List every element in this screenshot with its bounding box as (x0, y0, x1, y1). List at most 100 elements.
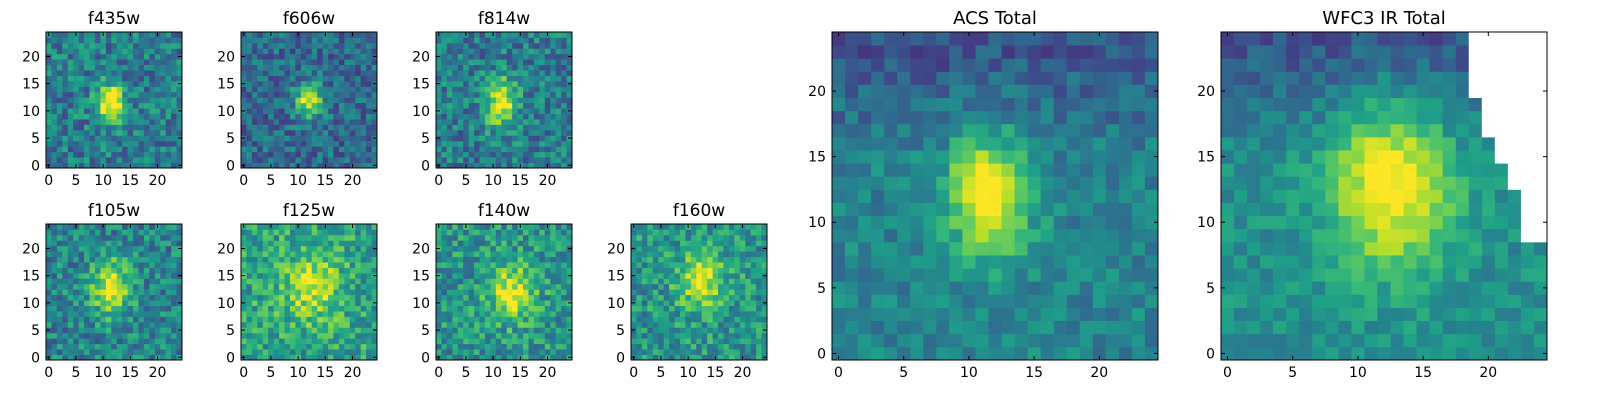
heatmap-cell (95, 157, 101, 163)
heatmap-cell (171, 333, 177, 339)
heatmap-cell (512, 322, 518, 328)
heatmap-cell (51, 349, 57, 355)
heatmap-cell (306, 344, 312, 350)
heatmap-cell (144, 273, 150, 279)
heatmap-cell (512, 86, 518, 92)
heatmap-cell (133, 48, 139, 54)
heatmap-cell (62, 257, 68, 263)
heatmap-cell (669, 251, 675, 257)
heatmap-cell (452, 59, 458, 65)
heatmap-cell (962, 176, 975, 190)
heatmap-cell (301, 124, 307, 130)
heatmap-cell (84, 103, 90, 109)
heatmap-cell (556, 284, 562, 290)
heatmap-cell (68, 146, 74, 152)
heatmap-cell (133, 86, 139, 92)
heatmap-cell (344, 70, 350, 76)
heatmap-cell (46, 48, 52, 54)
heatmap-cell (100, 48, 106, 54)
heatmap-cell (257, 338, 263, 344)
heatmap-cell (73, 86, 79, 92)
heatmap-cell (166, 43, 172, 49)
heatmap-cell (441, 224, 447, 230)
heatmap-cell (328, 130, 334, 136)
heatmap-cell (246, 295, 252, 301)
heatmap-cell (539, 76, 545, 82)
heatmap-cell (691, 240, 697, 246)
heatmap-cell (95, 43, 101, 49)
heatmap-cell (100, 300, 106, 306)
heatmap-cell (664, 289, 670, 295)
heatmap-cell (317, 251, 323, 257)
heatmap-cell (1002, 176, 1015, 190)
heatmap-cell (252, 235, 258, 241)
heatmap-cell (539, 43, 545, 49)
heatmap-cell (745, 349, 751, 355)
heatmap-cell (290, 311, 296, 317)
heatmap-cell (144, 97, 150, 103)
heatmap-cell (323, 141, 329, 147)
heatmap-cell (485, 81, 491, 87)
heatmap-cell (268, 152, 274, 158)
heatmap-cell (507, 141, 513, 147)
heatmap-cell (528, 262, 534, 268)
heatmap-cell (257, 284, 263, 290)
heatmap-cell (729, 278, 735, 284)
heatmap-cell (729, 327, 735, 333)
heatmap-cell (84, 257, 90, 263)
heatmap-cell (328, 124, 334, 130)
heatmap-cell (523, 349, 529, 355)
heatmap-cell (556, 48, 562, 54)
heatmap-cell (675, 300, 681, 306)
heatmap-cell (452, 338, 458, 344)
heatmap-cell (751, 306, 757, 312)
heatmap-cell (95, 284, 101, 290)
heatmap-cell (312, 65, 318, 71)
heatmap-cell (62, 251, 68, 257)
x-tick-label: 0 (44, 173, 53, 189)
heatmap-cell (1093, 163, 1106, 177)
heatmap-cell (246, 306, 252, 312)
heatmap-cell (46, 103, 52, 109)
heatmap-cell (149, 146, 155, 152)
heatmap-cell (355, 86, 361, 92)
heatmap-cell (290, 327, 296, 333)
heatmap-cell (452, 32, 458, 38)
heatmap-cell (246, 262, 252, 268)
heatmap-cell (556, 251, 562, 257)
heatmap-cell (128, 268, 134, 274)
heatmap-cell (675, 311, 681, 317)
x-tick-label: 15 (121, 173, 139, 189)
heatmap-cell (745, 273, 751, 279)
heatmap-cell (333, 124, 339, 130)
heatmap-cell (512, 257, 518, 263)
heatmap-cell (323, 108, 329, 114)
heatmap-cell (469, 289, 475, 295)
heatmap-cell (257, 70, 263, 76)
heatmap-cell (452, 268, 458, 274)
heatmap-cell (95, 92, 101, 98)
heatmap-cell (685, 322, 691, 328)
y-tick-label: 0 (226, 350, 235, 366)
heatmap-cell (496, 124, 502, 130)
heatmap-cell (84, 86, 90, 92)
heatmap-cell (539, 333, 545, 339)
heatmap-cell (962, 281, 975, 295)
heatmap-cell (285, 273, 291, 279)
y-tick-label: 20 (607, 241, 625, 257)
heatmap-cell (556, 257, 562, 263)
heatmap-cell (361, 338, 367, 344)
heatmap-cell (1132, 229, 1145, 243)
heatmap-cell (117, 300, 123, 306)
heatmap-cell (631, 316, 637, 322)
heatmap-cell (1106, 229, 1119, 243)
heatmap-cell (79, 229, 85, 235)
heatmap-cell (100, 81, 106, 87)
heatmap-cell (469, 48, 475, 54)
heatmap-cell (653, 268, 659, 274)
heatmap-cell (79, 146, 85, 152)
heatmap-cell (171, 344, 177, 350)
heatmap-cell (257, 289, 263, 295)
heatmap-cell (57, 240, 63, 246)
heatmap-cell (653, 349, 659, 355)
